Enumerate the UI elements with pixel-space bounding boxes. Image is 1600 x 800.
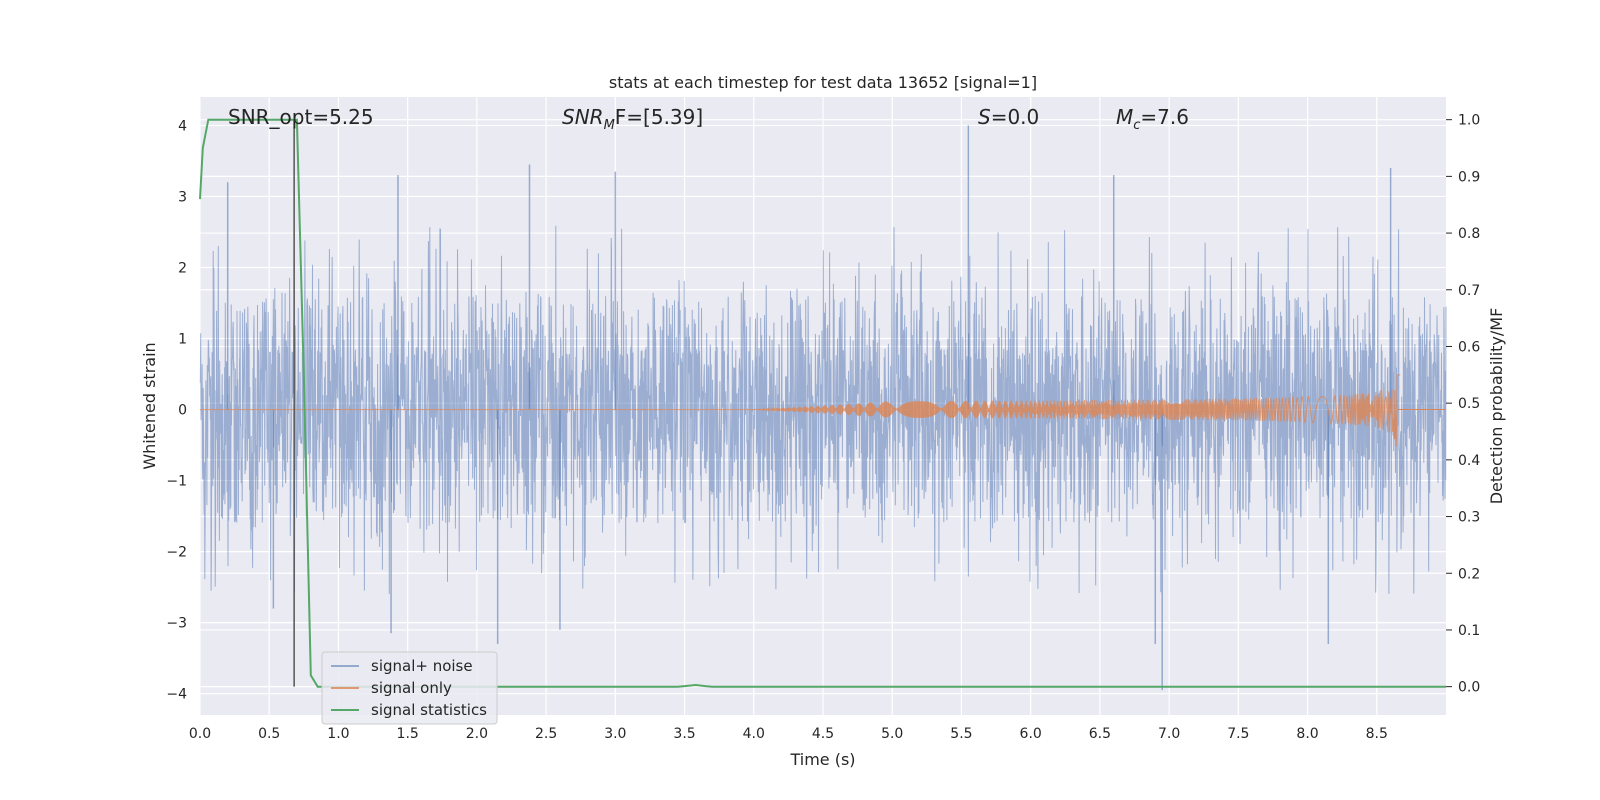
x-tick-label: 6.0	[1020, 726, 1042, 742]
signal-only-line	[200, 374, 1401, 447]
y-tick-label-right: 0.9	[1458, 169, 1480, 185]
y-tick-label-right: 0.4	[1458, 453, 1480, 469]
legend-label-noise: signal+ noise	[371, 657, 473, 675]
x-tick-label: 0.5	[258, 726, 280, 742]
y-tick-label-right: 0.5	[1458, 396, 1480, 412]
x-tick-label: 2.0	[466, 726, 488, 742]
legend-label-signal: signal only	[371, 679, 452, 697]
annotation-s: S=0.0	[978, 105, 1039, 129]
x-tick-label: 6.5	[1089, 726, 1111, 742]
y-axis-label-right: Detection probability/MF	[1487, 308, 1506, 505]
signal-noise-series	[199, 125, 1447, 691]
legend-label-stats: signal statistics	[371, 701, 487, 719]
x-tick-label: 4.5	[812, 726, 834, 742]
signal-only-series	[200, 374, 1446, 447]
y-tick-label-left: 2	[178, 260, 187, 276]
x-tick-label: 2.5	[535, 726, 557, 742]
ticks: 0.0 0.5 1.0 1.5 2.0 2.5 3.0 3.5 4.0 4.5 5.0 5.5 6.0 6…	[166, 113, 1480, 742]
y-tick-label-left: 3	[178, 189, 187, 205]
legend-box	[321, 651, 498, 725]
x-tick-label: 8.5	[1366, 726, 1388, 742]
annotation-mc: Mc=7.6	[1116, 105, 1189, 133]
y-tick-label-right: 0.6	[1458, 339, 1480, 355]
x-tick-label: 8.0	[1296, 726, 1318, 742]
y-tick-label-right: 0.8	[1458, 226, 1480, 242]
y-tick-label-right: 0.7	[1458, 283, 1480, 299]
annotation-snr-mf: SNRMF=[5.39]	[562, 105, 703, 133]
signal-statistics-series	[199, 118, 1446, 688]
x-tick-label: 7.0	[1158, 726, 1180, 742]
x-tick-label: 5.5	[950, 726, 972, 742]
x-tick-label: 3.5	[673, 726, 695, 742]
y-tick-label-left: −4	[166, 687, 187, 703]
x-tick-label: 3.0	[604, 726, 626, 742]
y-tick-label-left: 4	[178, 118, 187, 134]
signal-statistics-line	[199, 118, 1446, 688]
x-tick-label: 1.0	[327, 726, 349, 742]
x-tick-label: 0.0	[189, 726, 211, 742]
legend: signal+ noise signal only signal statist…	[321, 651, 498, 725]
y-tick-label-left: 1	[178, 332, 187, 348]
chart-title: stats at each timestep for test data 136…	[609, 73, 1037, 92]
y-tick-label-right: 0.0	[1458, 680, 1480, 696]
y-tick-label-right: 1.0	[1458, 113, 1480, 129]
y-tick-label-right: 0.3	[1458, 510, 1480, 526]
y-tick-label-right: 0.1	[1458, 623, 1480, 639]
x-axis-label: Time (s)	[789, 750, 855, 769]
y-tick-label-left: −3	[166, 616, 187, 632]
y-axis-label-left: Whitened strain	[140, 342, 159, 469]
x-tick-label: 4.0	[743, 726, 765, 742]
y-tick-label-left: −1	[166, 474, 187, 490]
x-tick-label: 1.5	[397, 726, 419, 742]
annotation-snr-opt: SNR_opt=5.25	[228, 105, 374, 129]
x-tick-label: 5.0	[881, 726, 903, 742]
y-tick-label-left: 0	[178, 403, 187, 419]
y-tick-label-left: −2	[166, 545, 187, 561]
y-tick-label-right: 0.2	[1458, 566, 1480, 582]
x-tick-label: 7.5	[1227, 726, 1249, 742]
